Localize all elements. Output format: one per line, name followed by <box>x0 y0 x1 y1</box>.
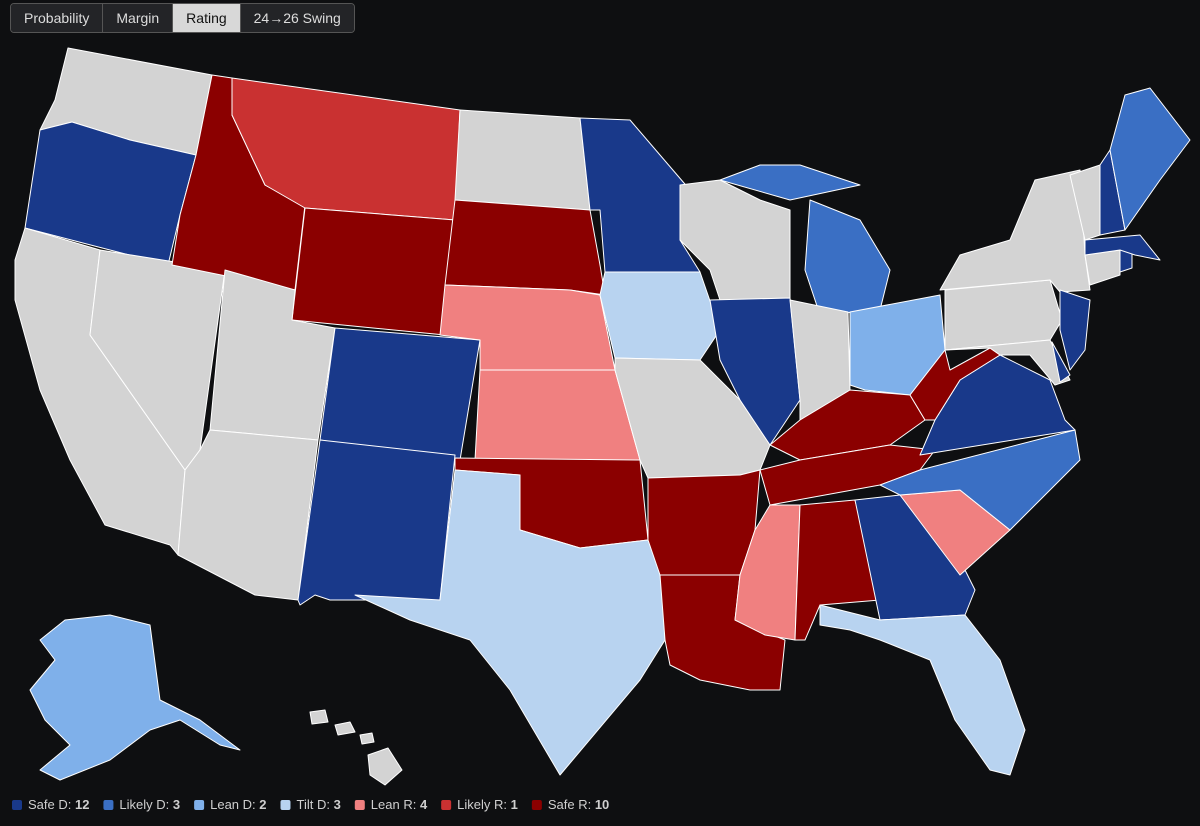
tab[interactable]: Probability <box>11 4 104 32</box>
state <box>474 369 641 461</box>
state <box>944 279 1063 351</box>
legend-swatch <box>194 800 205 810</box>
tab-bar: Probability Margin Rating 24→26 Swing <box>10 3 355 33</box>
state <box>939 169 1091 293</box>
state <box>29 614 241 781</box>
state <box>647 469 761 576</box>
state <box>719 164 861 201</box>
tab[interactable]: 24→26 Swing <box>240 4 354 32</box>
state <box>359 732 375 745</box>
state <box>1059 289 1091 371</box>
legend-swatch <box>531 800 542 810</box>
state <box>454 109 591 211</box>
legend-label: Likely D: <box>119 797 172 812</box>
tab[interactable]: Margin <box>103 4 174 32</box>
legend-entry: Safe D: 12 <box>28 797 89 812</box>
state <box>759 444 936 506</box>
legend-count: 2 <box>259 797 266 812</box>
legend-swatch <box>441 800 452 810</box>
state <box>444 199 606 296</box>
legend-count: 1 <box>511 797 518 812</box>
legend-count: 3 <box>334 797 341 812</box>
legend-swatch <box>280 800 291 810</box>
state <box>309 709 329 725</box>
legend-label: Lean R: <box>371 797 420 812</box>
state <box>1051 341 1071 383</box>
legend-label: Safe D: <box>28 797 75 812</box>
legend-label: Tilt D: <box>296 797 333 812</box>
legend-label: Lean D: <box>210 797 259 812</box>
state <box>879 429 1081 531</box>
legend-count: 4 <box>420 797 428 812</box>
legend-label: Safe R: <box>548 797 595 812</box>
legend-entry: Tilt D: 3 <box>296 797 340 812</box>
state <box>599 271 721 361</box>
legend-count: 3 <box>173 797 180 812</box>
legend-label: Likely R: <box>457 797 510 812</box>
state <box>319 327 481 461</box>
legend-entry: Lean R: 4 <box>371 797 428 812</box>
state <box>291 207 456 336</box>
state <box>819 604 1026 776</box>
legend-swatch <box>103 800 114 810</box>
state <box>354 469 666 776</box>
state <box>1084 234 1161 261</box>
state <box>804 199 891 316</box>
legend-swatch <box>354 800 365 810</box>
legend-entry: Likely D: 3 <box>119 797 180 812</box>
state <box>334 721 356 736</box>
legend-swatch <box>12 800 22 810</box>
legend-count: 10 <box>595 797 609 812</box>
states <box>14 47 1191 786</box>
legend-count: 12 <box>75 797 89 812</box>
state <box>367 747 403 786</box>
state <box>297 439 456 606</box>
state <box>177 429 319 601</box>
legend-entry: Likely R: 1 <box>457 797 518 812</box>
legend-entry: Safe R: 10 <box>548 797 609 812</box>
tab[interactable]: Rating <box>173 4 241 32</box>
legend-entry: Lean D: 2 <box>210 797 266 812</box>
state <box>1109 87 1191 231</box>
state <box>1084 249 1121 286</box>
